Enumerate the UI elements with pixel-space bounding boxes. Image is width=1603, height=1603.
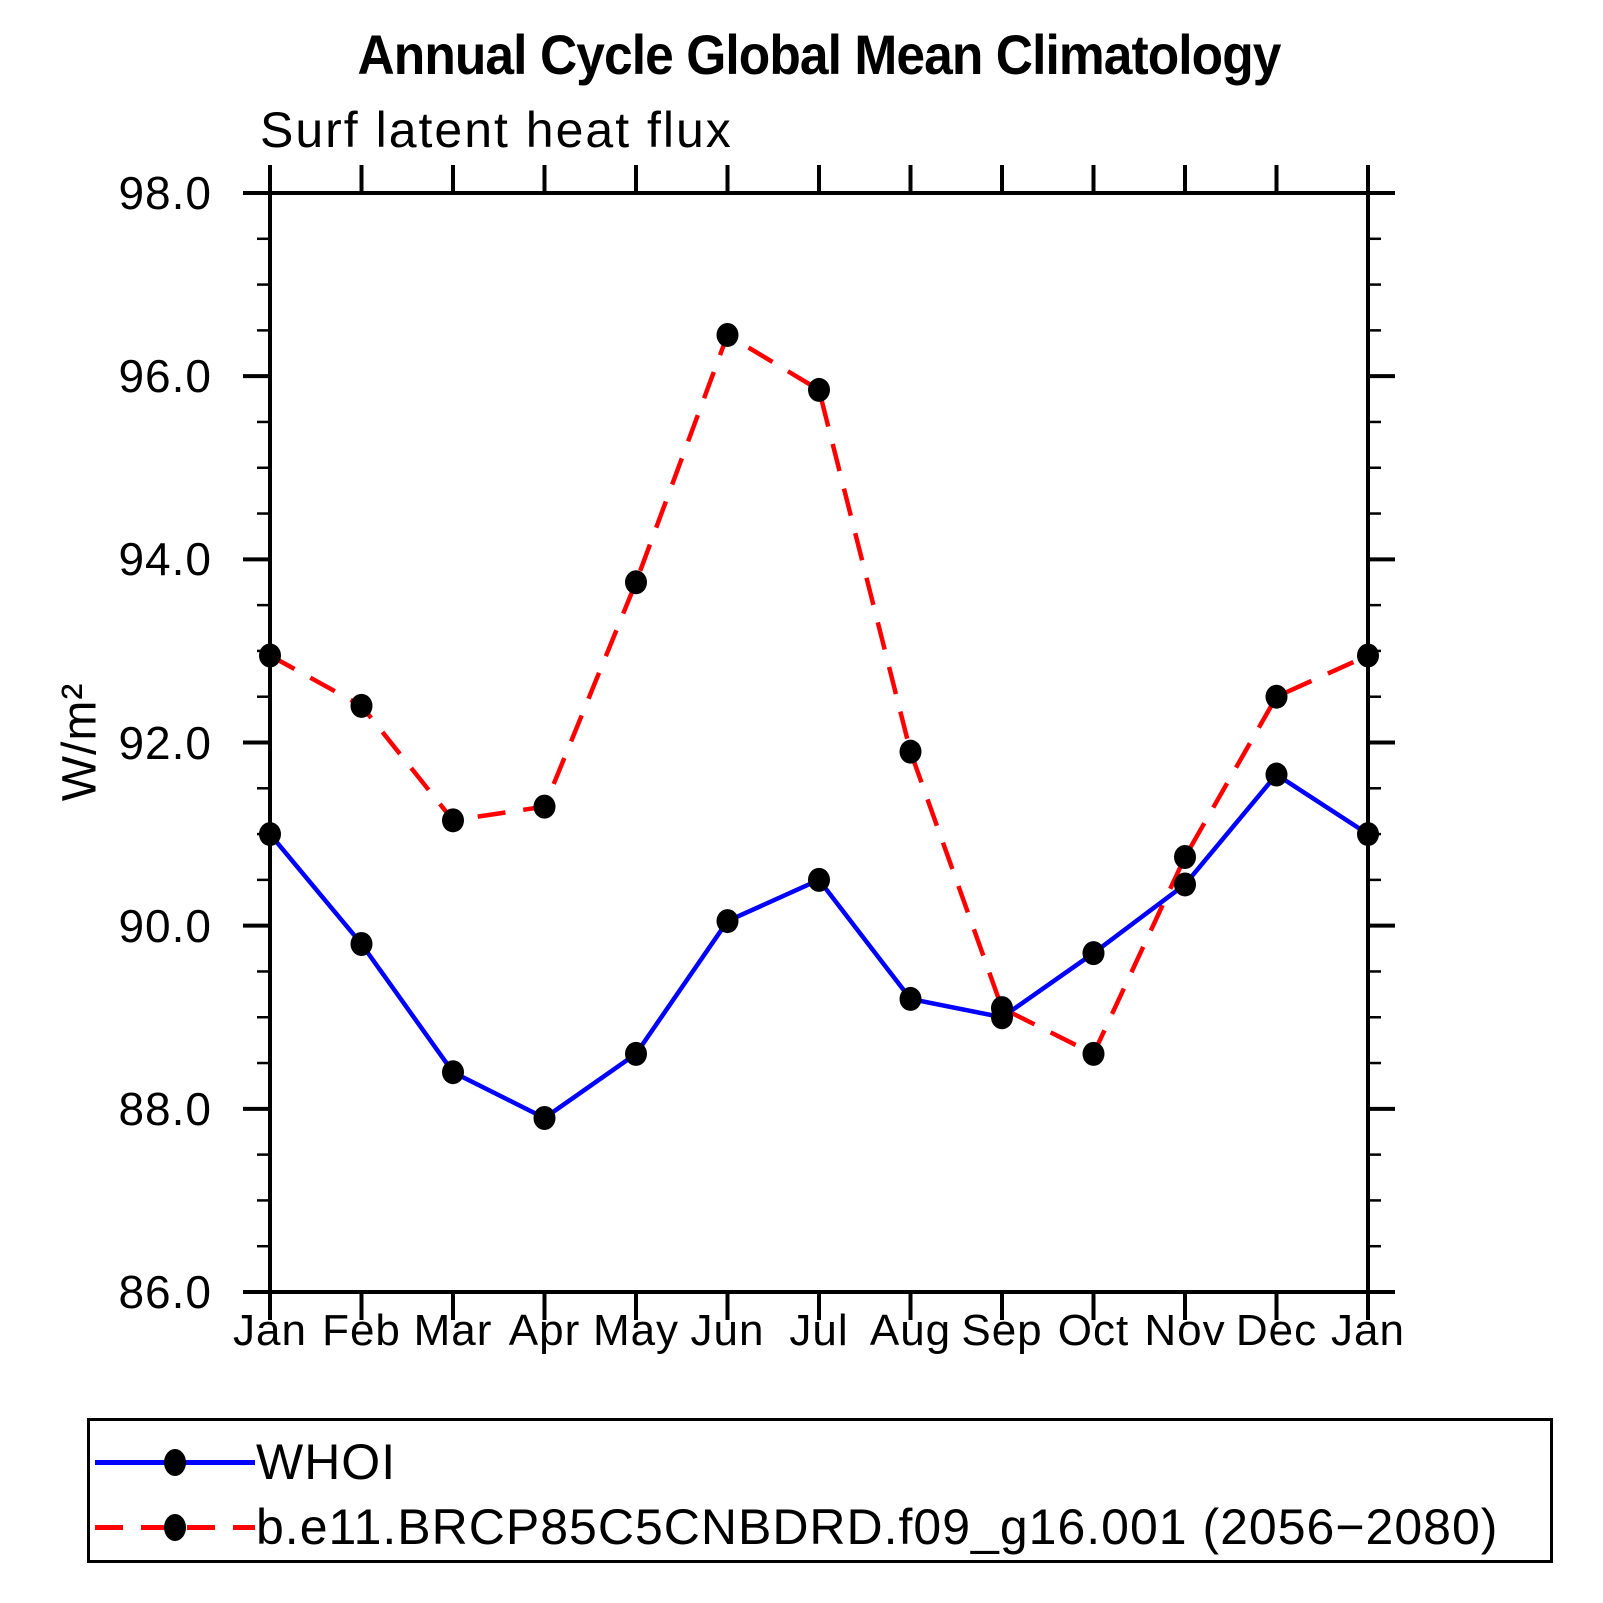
data-point-marker	[1174, 872, 1196, 897]
data-point-marker	[716, 322, 739, 347]
y-tick-label: 90.0	[118, 899, 212, 952]
data-point-marker	[259, 822, 281, 847]
legend-box: WHOI b.e11.BRCP85C5CNBDRD.f09_g16.001 (20…	[87, 1418, 1553, 1563]
y-tick-label: 98.0	[118, 167, 212, 219]
x-tick-label: Nov	[1144, 1306, 1226, 1355]
data-point-marker	[1357, 643, 1379, 668]
x-tick-label: Apr	[508, 1306, 581, 1355]
legend-item-label: b.e11.BRCP85C5CNBDRD.f09_g16.001 (2056−2…	[256, 1499, 1499, 1555]
x-tick-label: Aug	[869, 1306, 952, 1355]
data-point-marker	[899, 739, 922, 764]
x-tick-label: Feb	[322, 1306, 401, 1355]
legend-marker-dot	[164, 1514, 186, 1541]
x-tick-label: Oct	[1057, 1306, 1130, 1355]
data-point-marker	[350, 693, 373, 718]
data-point-marker	[899, 986, 922, 1011]
y-tick-label: 94.0	[118, 533, 212, 586]
data-point-marker	[1265, 762, 1288, 787]
x-tick-label: May	[592, 1306, 680, 1355]
x-tick-label: Jan	[233, 1306, 307, 1355]
chart-subtitle: Surf latent heat flux	[260, 102, 733, 158]
data-point-marker	[259, 643, 281, 668]
x-tick-label: Dec	[1235, 1306, 1318, 1355]
data-point-marker	[1082, 941, 1105, 966]
y-tick-label: 86.0	[118, 1266, 212, 1318]
plot-frame	[268, 191, 1370, 1294]
data-point-marker	[442, 1060, 464, 1085]
data-point-marker	[808, 867, 830, 892]
data-point-marker	[808, 377, 830, 402]
x-tick-label: Jan	[1331, 1306, 1405, 1355]
data-point-marker	[442, 808, 464, 833]
x-tick-label: Jun	[690, 1306, 765, 1355]
data-point-marker	[533, 794, 556, 819]
data-point-marker	[1357, 822, 1379, 847]
data-point-marker	[1265, 684, 1288, 709]
y-tick-label: 96.0	[118, 350, 212, 403]
data-point-marker	[1082, 1041, 1105, 1066]
x-tick-label: Jul	[789, 1306, 849, 1355]
series-line-model	[268, 331, 1369, 1057]
data-point-marker	[625, 570, 647, 595]
data-point-marker	[625, 1041, 647, 1066]
x-tick-label: Sep	[961, 1306, 1043, 1355]
y-tick-label: 88.0	[118, 1082, 212, 1135]
data-point-marker	[533, 1105, 556, 1130]
data-point-marker	[716, 909, 739, 934]
legend-marker-dot	[164, 1449, 186, 1476]
chart-title: Annual Cycle Global Mean Climatology	[357, 23, 1281, 86]
legend-item-label: WHOI	[256, 1434, 397, 1490]
data-point-marker	[991, 996, 1013, 1021]
y-tick-label: 92.0	[118, 716, 212, 769]
x-tick-label: Mar	[413, 1306, 493, 1355]
data-point-marker	[350, 931, 373, 956]
data-point-marker	[1174, 844, 1196, 869]
